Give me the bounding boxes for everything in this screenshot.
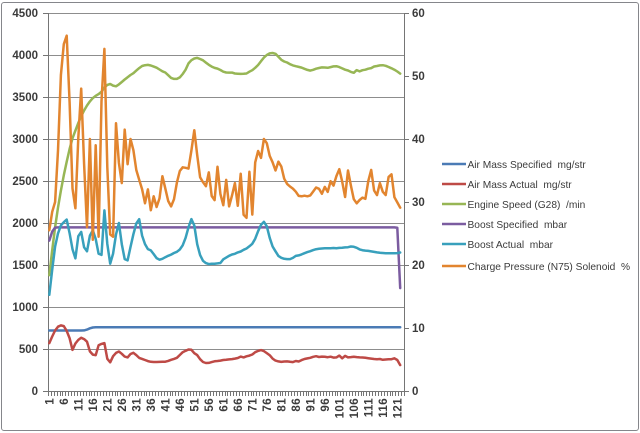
svg-text:106: 106 <box>349 398 361 418</box>
svg-text:2000: 2000 <box>12 218 38 230</box>
svg-text:50: 50 <box>412 71 425 83</box>
svg-text:10: 10 <box>412 323 425 335</box>
svg-text:Air Mass Actual mg/str: Air Mass Actual mg/str <box>468 180 573 191</box>
svg-text:91: 91 <box>305 398 317 412</box>
svg-text:4000: 4000 <box>12 50 38 62</box>
svg-text:61: 61 <box>218 398 230 412</box>
svg-text:51: 51 <box>189 398 201 412</box>
svg-text:76: 76 <box>262 398 274 412</box>
svg-text:1: 1 <box>44 398 56 405</box>
svg-text:Air Mass Specified mg/str: Air Mass Specified mg/str <box>468 160 587 171</box>
svg-text:6: 6 <box>59 398 71 405</box>
svg-text:0: 0 <box>32 386 38 398</box>
svg-text:86: 86 <box>291 398 303 412</box>
svg-text:1500: 1500 <box>12 260 38 272</box>
svg-text:111: 111 <box>363 398 375 417</box>
svg-text:Boost Actual mbar: Boost Actual mbar <box>468 240 554 251</box>
svg-text:Charge Pressure (N75) Solenoid: Charge Pressure (N75) Solenoid % <box>468 262 631 273</box>
svg-text:56: 56 <box>204 398 216 412</box>
svg-text:41: 41 <box>160 398 172 412</box>
svg-text:1000: 1000 <box>12 302 38 314</box>
svg-text:121: 121 <box>392 398 404 419</box>
svg-text:30: 30 <box>412 197 425 209</box>
svg-text:46: 46 <box>175 398 187 412</box>
svg-text:11: 11 <box>73 398 85 411</box>
svg-text:101: 101 <box>334 398 346 419</box>
svg-text:40: 40 <box>412 134 425 146</box>
svg-text:4500: 4500 <box>12 8 38 20</box>
svg-text:2500: 2500 <box>12 176 38 188</box>
svg-text:81: 81 <box>276 398 288 412</box>
svg-text:Engine Speed (G28) /min: Engine Speed (G28) /min <box>468 200 586 211</box>
svg-text:36: 36 <box>146 398 158 412</box>
svg-text:71: 71 <box>247 398 259 412</box>
svg-text:66: 66 <box>233 398 245 412</box>
svg-text:16: 16 <box>88 398 100 412</box>
svg-text:21: 21 <box>102 398 114 412</box>
svg-text:60: 60 <box>412 8 425 20</box>
svg-text:96: 96 <box>320 398 332 412</box>
svg-text:0: 0 <box>412 386 418 398</box>
svg-text:26: 26 <box>117 398 129 412</box>
svg-text:Boost Specified mbar: Boost Specified mbar <box>468 220 568 231</box>
svg-text:116: 116 <box>378 398 390 418</box>
svg-text:20: 20 <box>412 260 425 272</box>
svg-text:3500: 3500 <box>12 92 38 104</box>
svg-text:500: 500 <box>19 344 38 356</box>
svg-text:3000: 3000 <box>12 134 38 146</box>
svg-text:31: 31 <box>131 398 143 412</box>
